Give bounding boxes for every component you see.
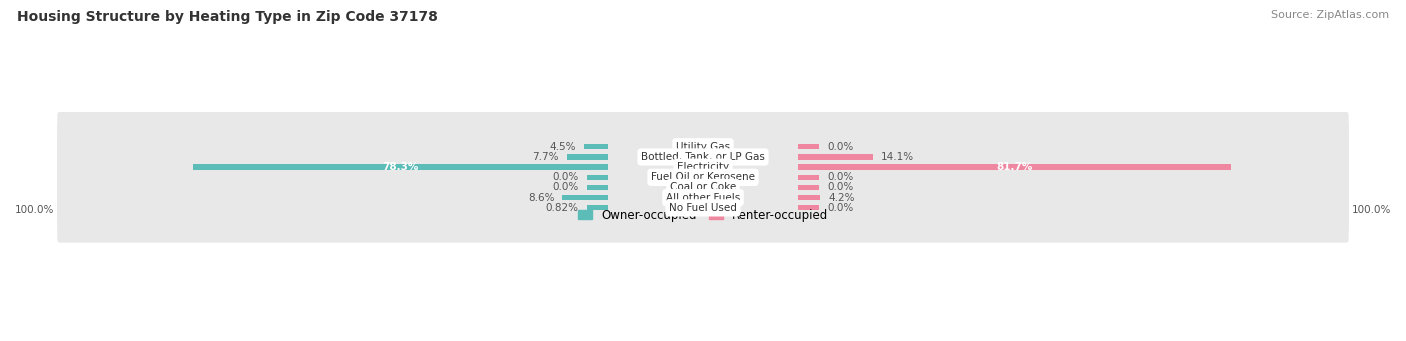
Text: Utility Gas: Utility Gas <box>676 142 730 152</box>
FancyBboxPatch shape <box>58 153 1348 222</box>
Text: 100.0%: 100.0% <box>1351 205 1391 215</box>
Text: 0.0%: 0.0% <box>827 172 853 182</box>
Text: Fuel Oil or Kerosene: Fuel Oil or Kerosene <box>651 172 755 182</box>
Text: 14.1%: 14.1% <box>880 152 914 162</box>
FancyBboxPatch shape <box>58 173 1348 243</box>
Bar <box>799 205 820 210</box>
Text: No Fuel Used: No Fuel Used <box>669 203 737 213</box>
Text: 0.0%: 0.0% <box>827 182 853 193</box>
Text: 4.5%: 4.5% <box>550 142 576 152</box>
Bar <box>799 144 820 149</box>
Bar <box>799 175 820 180</box>
FancyBboxPatch shape <box>58 163 1348 233</box>
Text: Source: ZipAtlas.com: Source: ZipAtlas.com <box>1271 10 1389 20</box>
Text: All other Fuels: All other Fuels <box>666 193 740 203</box>
Text: 0.82%: 0.82% <box>546 203 579 213</box>
Legend: Owner-occupied, Renter-occupied: Owner-occupied, Renter-occupied <box>572 204 834 226</box>
Bar <box>194 164 607 170</box>
Text: 78.3%: 78.3% <box>382 162 419 172</box>
Text: 0.0%: 0.0% <box>553 172 579 182</box>
FancyBboxPatch shape <box>58 112 1348 182</box>
Text: 0.0%: 0.0% <box>553 182 579 193</box>
Text: 0.0%: 0.0% <box>827 203 853 213</box>
FancyBboxPatch shape <box>58 143 1348 212</box>
Text: 0.0%: 0.0% <box>827 142 853 152</box>
Text: Bottled, Tank, or LP Gas: Bottled, Tank, or LP Gas <box>641 152 765 162</box>
Text: 81.7%: 81.7% <box>997 162 1032 172</box>
Bar <box>562 195 607 200</box>
Bar <box>586 175 607 180</box>
Bar <box>799 154 873 160</box>
Text: Coal or Coke: Coal or Coke <box>669 182 737 193</box>
Text: 8.6%: 8.6% <box>527 193 554 203</box>
FancyBboxPatch shape <box>58 122 1348 192</box>
Bar <box>567 154 607 160</box>
Bar <box>583 144 607 149</box>
Bar <box>799 164 1230 170</box>
FancyBboxPatch shape <box>58 132 1348 202</box>
Bar <box>799 195 821 200</box>
Bar <box>799 185 820 190</box>
Bar <box>586 185 607 190</box>
Text: Electricity: Electricity <box>676 162 730 172</box>
Text: Housing Structure by Heating Type in Zip Code 37178: Housing Structure by Heating Type in Zip… <box>17 10 437 24</box>
Bar <box>586 205 607 210</box>
Text: 4.2%: 4.2% <box>828 193 855 203</box>
Text: 7.7%: 7.7% <box>533 152 560 162</box>
Text: 100.0%: 100.0% <box>15 205 55 215</box>
